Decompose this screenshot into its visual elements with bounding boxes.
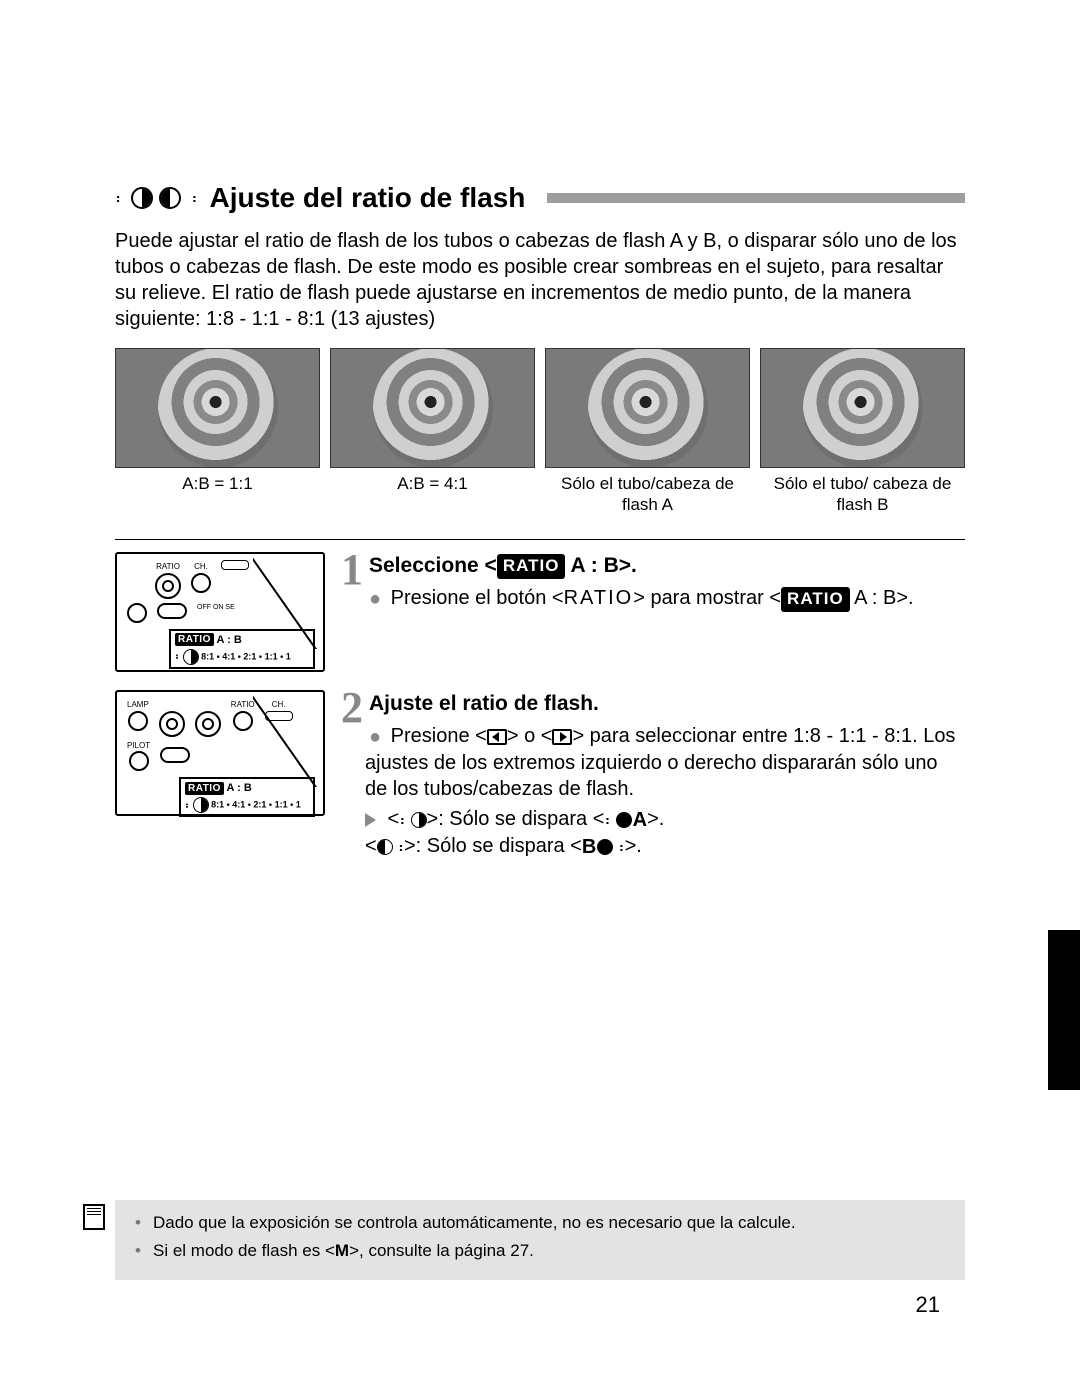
- link-icon: [221, 560, 249, 570]
- step1-title-text: Seleccione <: [369, 554, 497, 577]
- section-tab: [1048, 930, 1080, 1090]
- caption: Sólo el tubo/cabeza de flash A: [545, 474, 750, 515]
- text: > para mostrar <: [633, 587, 781, 609]
- step2-title-text: Ajuste el ratio de flash.: [369, 692, 599, 715]
- knob-label: LAMP: [127, 700, 149, 710]
- flash-a-only-icon: ⠆: [399, 812, 426, 828]
- example-image: [330, 348, 535, 468]
- lcd-ab: A : B: [217, 634, 242, 646]
- knob-icon: [159, 711, 185, 737]
- text: >: Sólo se dispara <: [404, 835, 582, 857]
- caption: A:B = 4:1: [330, 474, 535, 515]
- icon-a-label: A: [633, 807, 647, 833]
- switch-icon: [160, 747, 190, 763]
- ratio-ab-label: A : B: [854, 587, 896, 609]
- text: Presione el botón <: [391, 587, 564, 609]
- ratio-badge-icon: RATIO: [185, 782, 224, 795]
- knob-label: RATIO: [231, 700, 255, 710]
- intro-paragraph: Puede ajustar el ratio de flash de los t…: [115, 228, 965, 332]
- lcd-scale: 8:1 • 4:1 • 2:1 • 1:1 • 1: [201, 651, 291, 661]
- text: >: Sólo se dispara <: [427, 808, 605, 830]
- step2-title: 2Ajuste el ratio de flash.: [341, 690, 965, 717]
- flash-mode-icons: ⠆ ⠰: [115, 187, 198, 209]
- example-image: [760, 348, 965, 468]
- ratio-badge-icon: RATIO: [497, 554, 566, 579]
- knob-icon: [128, 711, 148, 731]
- caption: Sólo el tubo/ cabeza de flash B: [760, 474, 965, 515]
- step-1: RATIO CH. OFF ON SE RATIO A : B ⠆ 8:1 • …: [115, 552, 965, 672]
- flash-a-icon: ⠆A: [604, 807, 647, 833]
- note-icon: [83, 1204, 105, 1230]
- ratio-badge-icon: RATIO: [781, 587, 850, 612]
- step1-title: 1 Seleccione <RATIO A : B>.: [341, 552, 965, 579]
- example-image: [545, 348, 750, 468]
- knob-label: PILOT: [127, 741, 150, 751]
- text: Presione <: [391, 725, 487, 747]
- flash-b-icon: B⠰: [582, 834, 625, 860]
- knob-label: RATIO: [156, 562, 180, 572]
- ratio-badge-icon: RATIO: [175, 633, 214, 646]
- knob-icon: [191, 573, 211, 593]
- note-item: Dado que la exposición se controla autom…: [153, 1212, 951, 1234]
- knob-icon: [155, 573, 181, 599]
- step1-bullet: ● Presione el botón <RATIO> para mostrar…: [365, 585, 965, 612]
- text: >.: [896, 587, 913, 609]
- page-title: Ajuste del ratio de flash: [210, 180, 526, 216]
- step2-diagram: LAMP RATIO CH. PILOT RATIO A : B ⠆ 8:1 •…: [115, 690, 325, 816]
- ratio-ab-label: A : B: [571, 554, 619, 577]
- text: >, consulte la página 27.: [349, 1241, 534, 1260]
- separator: [115, 539, 965, 540]
- lcd-scale: 8:1 • 4:1 • 2:1 • 1:1 • 1: [211, 800, 301, 810]
- flash-b-only-icon: ⠰: [377, 839, 404, 855]
- text: >.: [625, 835, 642, 857]
- title-row: ⠆ ⠰ Ajuste del ratio de flash: [115, 180, 965, 216]
- note-item: Si el modo de flash es <M>, consulte la …: [153, 1240, 951, 1262]
- note-box: Dado que la exposición se controla autom…: [115, 1200, 965, 1280]
- title-bar: [547, 193, 965, 203]
- knob-icon: [195, 711, 221, 737]
- switch-icon: [157, 603, 187, 619]
- text: > o <: [507, 725, 553, 747]
- step1-title-text: >.: [619, 554, 637, 577]
- lcd-ab: A : B: [227, 782, 252, 794]
- knob-icon: [127, 603, 147, 623]
- example-captions: A:B = 1:1 A:B = 4:1 Sólo el tubo/cabeza …: [115, 474, 965, 515]
- knob-icon: [233, 711, 253, 731]
- step2-bullet-2: <⠆>: Sólo se dispara <⠆A>. <⠰>: Sólo se …: [365, 806, 965, 859]
- step1-diagram: RATIO CH. OFF ON SE RATIO A : B ⠆ 8:1 • …: [115, 552, 325, 672]
- text: Si el modo de flash es <: [153, 1241, 335, 1260]
- half-circle-b-icon: [159, 187, 181, 209]
- example-images: [115, 348, 965, 468]
- half-circle-a-icon: [131, 187, 153, 209]
- example-image: [115, 348, 320, 468]
- ratio-button-label: RATIO: [564, 587, 634, 609]
- page-number: 21: [916, 1291, 940, 1320]
- text: >.: [647, 808, 664, 830]
- step2-bullet-1: ● Presione <> o <> para seleccionar entr…: [365, 723, 965, 802]
- switch-label: OFF ON SE: [197, 603, 235, 612]
- caption: A:B = 1:1: [115, 474, 320, 515]
- step-2: LAMP RATIO CH. PILOT RATIO A : B ⠆ 8:1 •…: [115, 690, 965, 863]
- right-arrow-icon: [552, 729, 572, 745]
- mode-m-label: M: [335, 1241, 349, 1260]
- knob-icon: [129, 751, 149, 771]
- icon-b-label: B: [582, 834, 596, 860]
- left-arrow-icon: [487, 729, 507, 745]
- knob-label: CH.: [194, 562, 208, 572]
- triangle-bullet-icon: [365, 813, 376, 827]
